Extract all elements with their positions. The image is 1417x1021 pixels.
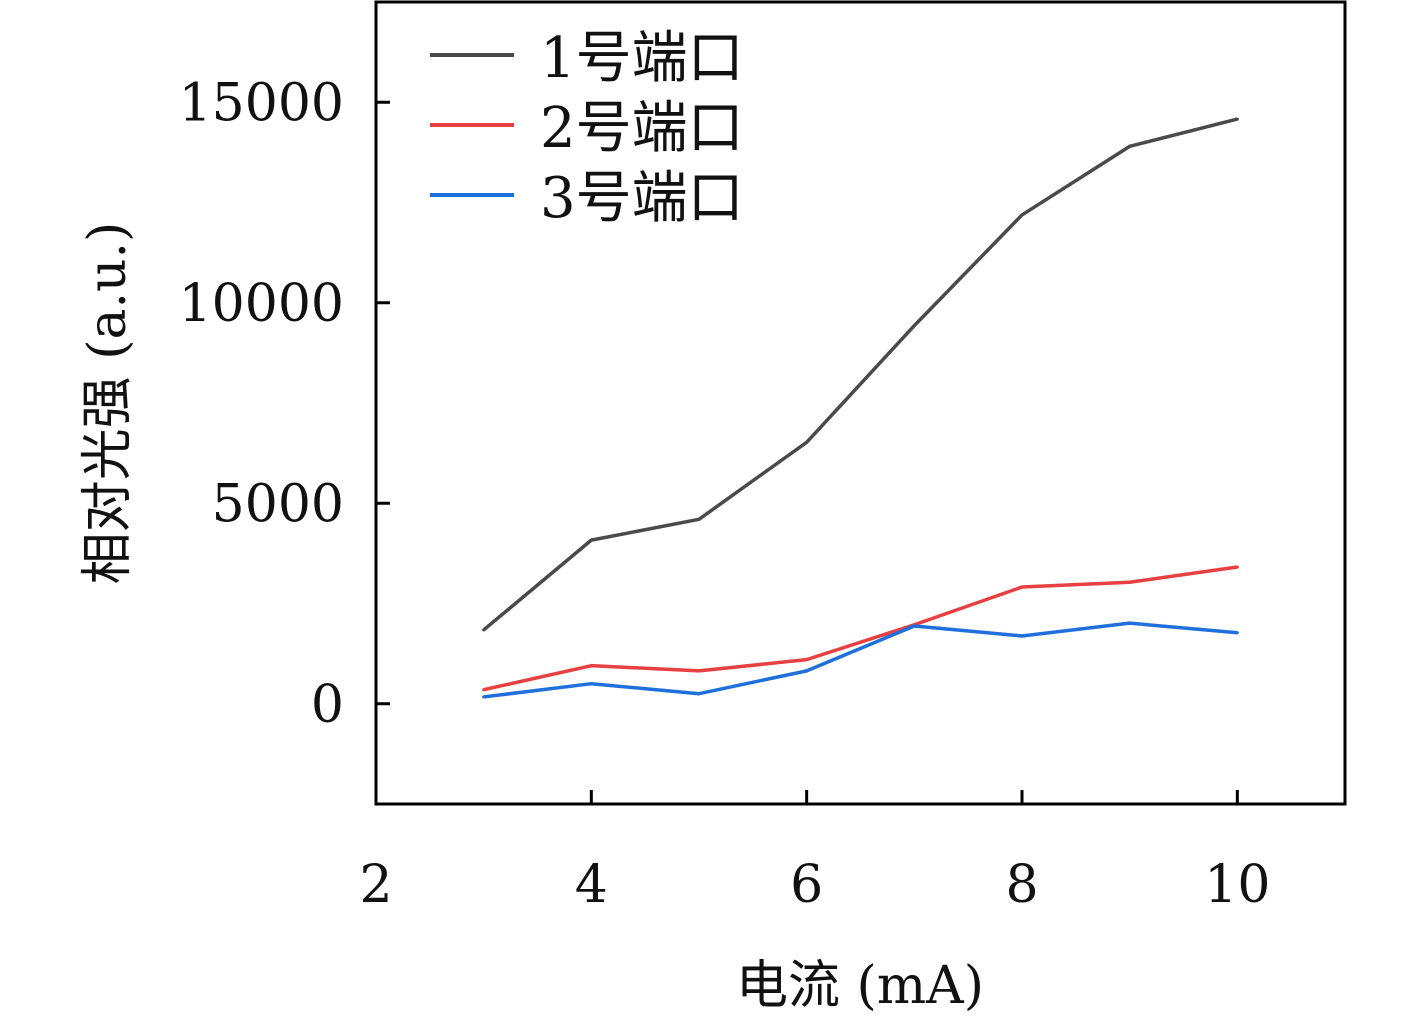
data-point [697, 669, 701, 673]
legend-label: 2号端口 [540, 96, 744, 161]
data-point [697, 517, 701, 521]
x-tick-label: 6 [790, 855, 823, 915]
x-tick-label: 2 [359, 855, 392, 915]
data-point [1235, 631, 1239, 635]
data-point [589, 538, 593, 542]
legend-label: 3号端口 [540, 166, 744, 231]
data-point [912, 624, 916, 628]
y-tick-label: 15000 [179, 73, 344, 133]
series-line-3 [483, 621, 1238, 699]
series-line-2 [483, 565, 1238, 692]
data-point [805, 669, 809, 673]
data-point [482, 695, 486, 699]
data-point [805, 440, 809, 444]
y-tick-label: 5000 [212, 474, 344, 534]
data-point [482, 688, 486, 692]
data-point [1020, 634, 1024, 638]
data-point [1128, 580, 1132, 584]
series-lines [482, 117, 1239, 699]
data-point [912, 324, 916, 328]
series-line-1 [482, 117, 1238, 632]
data-point [1235, 565, 1239, 569]
y-tick-label: 10000 [179, 274, 344, 334]
data-point [1020, 213, 1024, 217]
data-point [697, 692, 701, 696]
x-axis-label: 电流 (mA) [736, 956, 984, 1016]
data-point [1235, 117, 1239, 121]
data-point [589, 664, 593, 668]
legend-label: 1号端口 [540, 26, 744, 91]
data-point [482, 628, 486, 632]
axis-ticks: 2 4 6 8 10 0 5000 10000 15000 [179, 73, 1271, 915]
x-tick-label: 4 [575, 855, 608, 915]
data-point [1128, 144, 1132, 148]
data-point [589, 682, 593, 686]
data-point [1128, 621, 1132, 625]
y-axis-label: 相对光强 (a.u.) [78, 222, 138, 585]
x-tick-label: 8 [1005, 855, 1038, 915]
plot-frame [374, 0, 1347, 806]
data-point [1020, 585, 1024, 589]
y-tick-label: 0 [311, 675, 344, 735]
data-point [805, 658, 809, 662]
x-tick-label: 10 [1204, 855, 1270, 915]
